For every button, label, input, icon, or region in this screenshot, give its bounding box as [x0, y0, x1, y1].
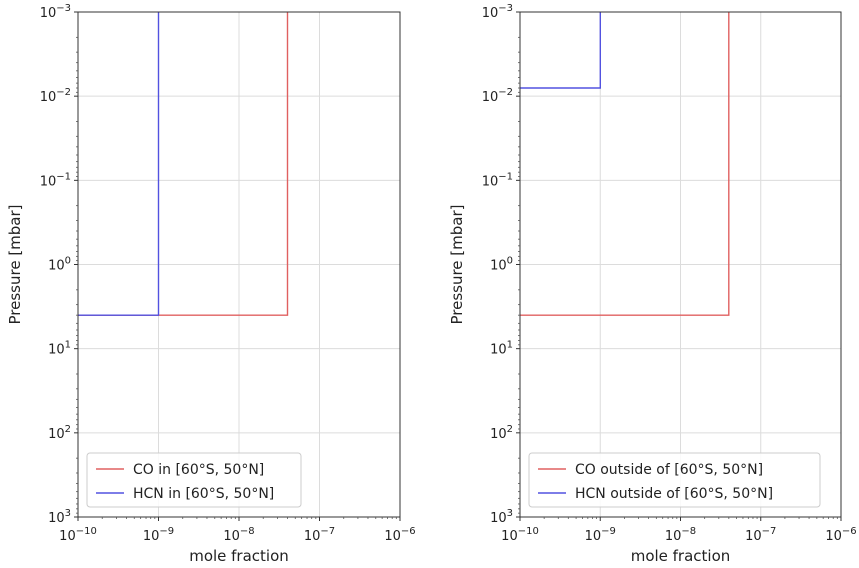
x-tick-label: 10−6 [384, 526, 415, 544]
right-chart-panel: 10−10 10−9 10−8 10−7 10−6 10−3 10−2 10−1 100 101 1… [448, 3, 857, 565]
legend: CO in [60°S, 50°N] HCN in [60°S, 50°N] [86, 452, 302, 508]
series-line-co [520, 12, 730, 316]
series-line-hcn [78, 12, 160, 316]
y-tick-label: 10−3 [482, 3, 513, 21]
y-tick-label: 101 [490, 340, 513, 358]
legend-label-hcn: HCN in [60°S, 50°N] [133, 486, 274, 502]
series-line-co [78, 12, 289, 316]
legend-label-co: CO outside of [60°S, 50°N] [575, 462, 763, 478]
y-tick-label: 10−2 [40, 87, 71, 105]
y-tick-label: 10−3 [40, 3, 71, 21]
x-axis-label: mole fraction [631, 547, 731, 565]
y-tick-label: 101 [48, 340, 71, 358]
x-tick-label: 10−9 [143, 526, 174, 544]
y-tick-label: 102 [48, 424, 71, 442]
y-tick-label: 10−2 [482, 87, 513, 105]
legend-label-hcn: HCN outside of [60°S, 50°N] [575, 486, 773, 502]
x-tick-label: 10−6 [825, 526, 856, 544]
legend-box [528, 452, 821, 508]
y-tick-label: 103 [48, 508, 71, 526]
y-tick-label: 103 [490, 508, 513, 526]
y-tick-label: 10−1 [40, 171, 71, 189]
y-axis-label: Pressure [mbar] [448, 204, 466, 324]
x-tick-label: 10−8 [665, 526, 696, 544]
x-tick-label: 10−9 [585, 526, 616, 544]
y-tick-label: 100 [48, 256, 71, 274]
series-line-hcn [520, 12, 601, 89]
x-tick-label: 10−8 [223, 526, 254, 544]
y-tick-label: 100 [490, 256, 513, 274]
y-tick-label: 10−1 [482, 171, 513, 189]
y-tick-label: 102 [490, 424, 513, 442]
x-tick-label: 10−10 [59, 526, 97, 544]
x-tick-label: 10−7 [304, 526, 335, 544]
left-chart-panel: 10−10 10−9 10−8 10−7 10−6 10−3 10−2 10−1 100 101 1… [6, 3, 416, 565]
x-tick-label: 10−7 [745, 526, 776, 544]
x-tick-label: 10−10 [501, 526, 539, 544]
x-axis-label: mole fraction [189, 547, 289, 565]
legend-label-co: CO in [60°S, 50°N] [133, 462, 264, 478]
legend: CO outside of [60°S, 50°N] HCN outside of… [528, 452, 821, 508]
y-axis-label: Pressure [mbar] [6, 204, 24, 324]
legend-box [86, 452, 302, 508]
